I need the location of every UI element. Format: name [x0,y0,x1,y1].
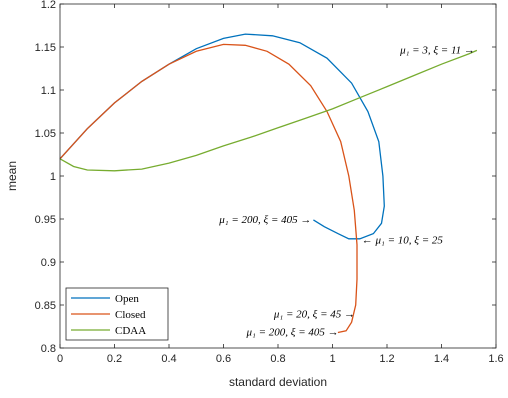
legend-label-cdaa: CDAA [115,325,146,337]
annotation-label: μ₁ = 200, ξ = 405 → [246,327,339,339]
ticks-layer: 0 0.2 0.4 0.6 0.8 1 1.2 1.4 1.6 0.8 0.85 0.9 0.95 1 1.… [35,0,504,365]
y-axis-label: mean [5,161,19,191]
y-tick-label: 0.8 [41,343,56,355]
x-tick-label: 0 [57,353,63,365]
x-tick-label: 1.4 [434,353,449,365]
annotation-label: μ₁ = 20, ξ = 45 → [273,309,355,321]
y-tick-label: 0.9 [41,257,56,269]
series-layer [59,33,478,334]
x-tick-label: 1.2 [379,353,394,365]
y-tick-label: 1.1 [41,85,56,97]
annotation-label: ← μ₁ = 10, ξ = 25 [362,235,444,247]
x-tick-label: 1 [329,353,335,365]
x-tick-label: 1.6 [488,353,503,365]
x-tick-label: 0.4 [161,353,176,365]
legend-label-open: Open [115,293,139,305]
annotation-label: μ₁ = 3, ξ = 11 → [399,45,475,57]
annotations-layer: μ₁ = 3, ξ = 11 → μ₁ = 200, ξ = 405 → ← μ₁ … [218,45,475,339]
y-tick-label: 0.95 [35,214,56,226]
y-tick-label: 1.15 [35,42,56,54]
annotation-label: μ₁ = 200, ξ = 405 → [218,214,311,226]
y-tick-label: 1 [50,171,56,183]
y-tick-label: 1.05 [35,128,56,140]
x-tick-label: 0.8 [270,353,285,365]
series-line-closed [59,43,358,334]
legend: Open Closed CDAA [65,287,169,341]
y-tick-label: 0.85 [35,300,56,312]
y-tick-label: 1.2 [41,0,56,11]
series-line-cdaa [59,49,478,172]
x-tick-label: 0.2 [107,353,122,365]
x-tick-label: 0.6 [216,353,231,365]
x-axis-label: standard deviation [229,375,327,389]
legend-label-closed: Closed [115,309,146,321]
